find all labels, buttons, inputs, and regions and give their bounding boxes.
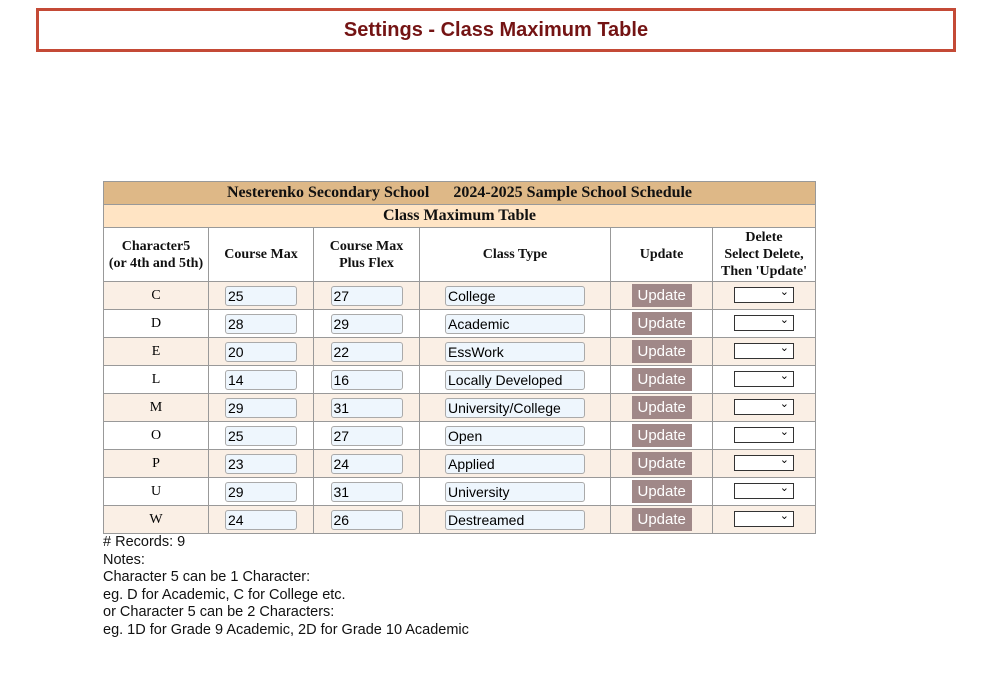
chevron-down-icon: ⌄ <box>779 509 789 523</box>
table-row: E Update ⌄ <box>103 337 816 366</box>
col-class-type: Class Type <box>419 227 611 282</box>
course-max-input[interactable] <box>225 285 297 306</box>
class-maximum-table: Nesterenko Secondary School 2024-2025 Sa… <box>103 181 816 534</box>
delete-select[interactable]: ⌄ <box>734 509 794 528</box>
table-subtitle: Class Maximum Table <box>103 204 816 228</box>
note-line: eg. 1D for Grade 9 Academic, 2D for Grad… <box>103 621 469 638</box>
delete-select[interactable]: ⌄ <box>734 285 794 304</box>
table-row: C Update ⌄ <box>103 281 816 310</box>
notes: # Records: 9 Notes: Character 5 can be 1 C… <box>103 534 469 639</box>
plus-flex-input[interactable] <box>330 341 403 362</box>
table-row: W Update ⌄ <box>103 505 816 534</box>
course-max-input[interactable] <box>225 397 297 418</box>
update-button[interactable]: Update <box>631 284 692 307</box>
col-character5: Character5 (or 4th and 5th) <box>103 227 209 282</box>
character5-cell: O <box>103 421 209 450</box>
table-row: O Update ⌄ <box>103 421 816 450</box>
update-button[interactable]: Update <box>631 340 692 363</box>
plus-flex-input[interactable] <box>330 509 403 530</box>
plus-flex-input[interactable] <box>330 453 403 474</box>
course-max-input[interactable] <box>225 341 297 362</box>
update-button[interactable]: Update <box>631 396 692 419</box>
class-type-input[interactable] <box>445 481 585 502</box>
chevron-down-icon: ⌄ <box>779 397 789 411</box>
plus-flex-input[interactable] <box>330 285 403 306</box>
chevron-down-icon: ⌄ <box>779 313 789 327</box>
delete-select[interactable]: ⌄ <box>734 341 794 360</box>
update-button[interactable]: Update <box>631 424 692 447</box>
school-header: Nesterenko Secondary School 2024-2025 Sa… <box>103 181 816 205</box>
character5-cell: C <box>103 281 209 310</box>
chevron-down-icon: ⌄ <box>779 481 789 495</box>
plus-flex-input[interactable] <box>330 313 403 334</box>
plus-flex-input[interactable] <box>330 481 403 502</box>
table-row: U Update ⌄ <box>103 477 816 506</box>
course-max-input[interactable] <box>225 453 297 474</box>
note-line: Character 5 can be 1 Character: <box>103 569 311 585</box>
class-type-input[interactable] <box>445 509 585 530</box>
table-row: L Update ⌄ <box>103 365 816 394</box>
chevron-down-icon: ⌄ <box>779 453 789 467</box>
character5-cell: L <box>103 365 209 394</box>
class-type-input[interactable] <box>445 453 585 474</box>
update-button[interactable]: Update <box>631 480 692 503</box>
delete-select[interactable]: ⌄ <box>734 313 794 332</box>
update-button[interactable]: Update <box>631 312 692 335</box>
character5-cell: P <box>103 449 209 478</box>
col-delete: Delete Select Delete, Then 'Update' <box>712 227 816 282</box>
course-max-input[interactable] <box>225 313 297 334</box>
class-type-input[interactable] <box>445 369 585 390</box>
chevron-down-icon: ⌄ <box>779 369 789 383</box>
chevron-down-icon: ⌄ <box>779 341 789 355</box>
class-type-input[interactable] <box>445 285 585 306</box>
plus-flex-input[interactable] <box>330 397 403 418</box>
col-plus-flex: Course Max Plus Flex <box>313 227 420 282</box>
character5-cell: M <box>103 393 209 422</box>
character5-cell: U <box>103 477 209 506</box>
col-update: Update <box>610 227 713 282</box>
delete-select[interactable]: ⌄ <box>734 453 794 472</box>
character5-cell: D <box>103 309 209 338</box>
table-row: M Update ⌄ <box>103 393 816 422</box>
page-title: Settings - Class Maximum Table <box>343 18 649 41</box>
character5-cell: E <box>103 337 209 366</box>
col-course-max: Course Max <box>208 227 314 282</box>
class-type-input[interactable] <box>445 341 585 362</box>
note-line: eg. D for Academic, C for College etc. <box>103 586 346 603</box>
course-max-input[interactable] <box>225 509 297 530</box>
class-type-input[interactable] <box>445 425 585 446</box>
delete-select[interactable]: ⌄ <box>734 425 794 444</box>
course-max-input[interactable] <box>225 425 297 446</box>
chevron-down-icon: ⌄ <box>779 285 789 299</box>
course-max-input[interactable] <box>225 481 297 502</box>
note-line: Notes: <box>103 551 145 568</box>
character5-cell: W <box>103 505 209 534</box>
class-type-input[interactable] <box>445 397 585 418</box>
course-max-input[interactable] <box>225 369 297 390</box>
table-row: P Update ⌄ <box>103 449 816 478</box>
page-title-box: Settings - Class Maximum Table <box>36 8 956 52</box>
plus-flex-input[interactable] <box>330 425 403 446</box>
table-row: D Update ⌄ <box>103 309 816 338</box>
class-type-input[interactable] <box>445 313 585 334</box>
update-button[interactable]: Update <box>631 508 692 531</box>
records-count: # Records: 9 <box>103 534 186 550</box>
plus-flex-input[interactable] <box>330 369 403 390</box>
update-button[interactable]: Update <box>631 452 692 475</box>
delete-select[interactable]: ⌄ <box>734 397 794 416</box>
delete-select[interactable]: ⌄ <box>734 481 794 500</box>
delete-select[interactable]: ⌄ <box>734 369 794 388</box>
chevron-down-icon: ⌄ <box>779 425 789 439</box>
update-button[interactable]: Update <box>631 368 692 391</box>
note-line: or Character 5 can be 2 Characters: <box>103 604 335 620</box>
